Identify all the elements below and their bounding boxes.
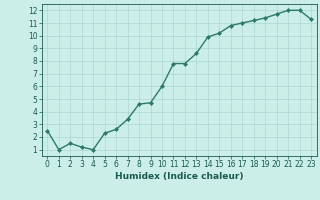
X-axis label: Humidex (Indice chaleur): Humidex (Indice chaleur) [115, 172, 244, 181]
